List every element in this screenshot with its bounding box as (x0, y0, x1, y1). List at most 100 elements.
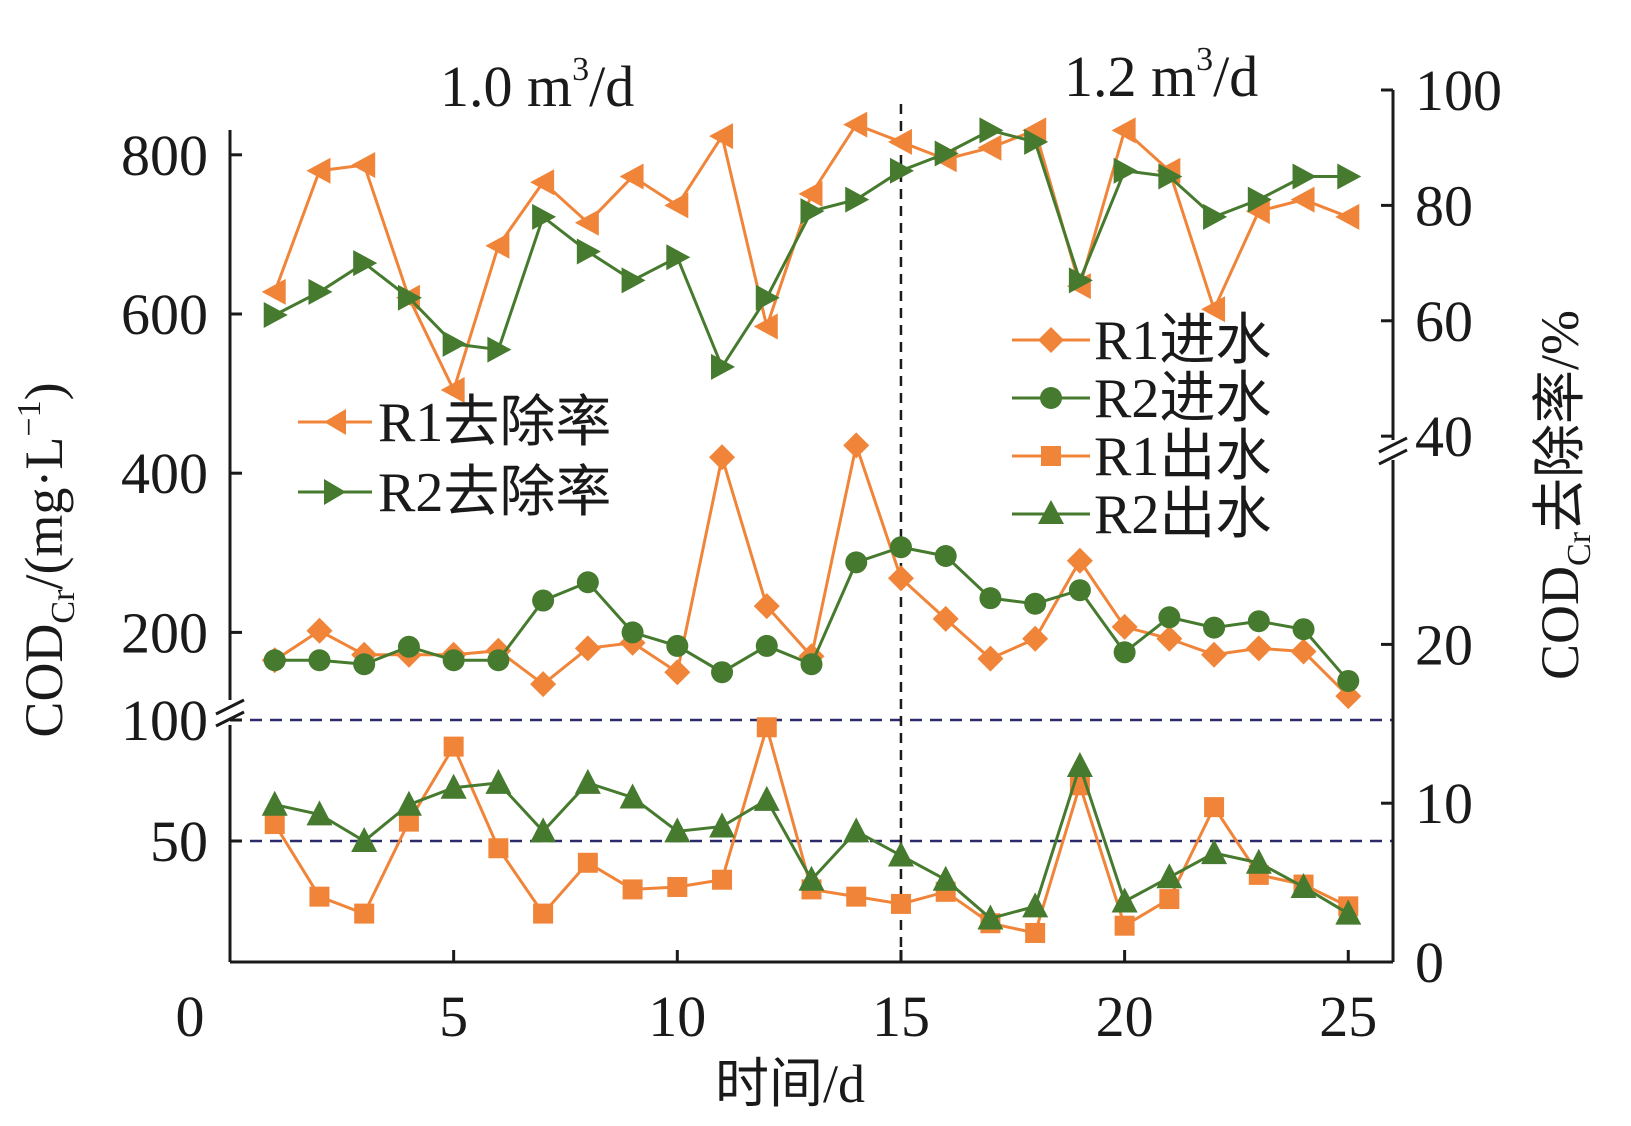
data-point (1022, 625, 1049, 652)
data-point (1203, 203, 1228, 230)
data-point (800, 198, 825, 225)
data-point (1292, 618, 1315, 641)
legend-marker-r1-removal (324, 409, 346, 435)
data-point (306, 617, 333, 644)
data-point (709, 444, 736, 471)
data-point (621, 267, 646, 294)
data-point (889, 157, 914, 184)
regime-label-1: 1.0 m3/d (440, 51, 634, 119)
data-point (574, 635, 601, 662)
data-point (1024, 592, 1047, 615)
data-point (667, 876, 688, 897)
data-point (979, 587, 1002, 610)
data-point (846, 886, 867, 907)
data-point (621, 621, 644, 644)
data-point (843, 817, 870, 843)
data-point (1113, 641, 1136, 664)
data-point (843, 432, 870, 459)
data-point (442, 649, 465, 672)
data-point (442, 330, 467, 357)
legend-removal: R1去除率 R2去除率 (298, 392, 611, 524)
data-point (1068, 579, 1091, 602)
data-point (1245, 848, 1272, 874)
data-point (932, 865, 959, 891)
right-axis-title: CODCr去除率/% (1530, 310, 1598, 680)
data-point (308, 278, 333, 305)
data-point (308, 649, 331, 672)
data-point (843, 111, 868, 138)
data-point (1158, 606, 1181, 629)
legend-marker-r1-effluent (1041, 446, 1061, 466)
data-point (264, 814, 285, 835)
legend-marker-r2-influent (1040, 387, 1062, 409)
data-point (1159, 889, 1180, 910)
data-point (1068, 267, 1093, 294)
data-point (1245, 198, 1270, 225)
right-tick-label: 60 (1415, 289, 1473, 354)
axis-break-mark (1378, 448, 1408, 466)
x-tick-label: 0 (176, 984, 205, 1049)
data-point (1201, 641, 1228, 668)
data-point (576, 238, 601, 265)
data-point (1066, 547, 1093, 574)
x-tick-label: 10 (648, 984, 706, 1049)
data-point (666, 244, 691, 271)
data-point (351, 827, 378, 852)
data-point (1201, 296, 1226, 323)
data-point (755, 634, 778, 657)
data-point (711, 661, 734, 684)
data-point (1290, 186, 1315, 213)
data-point (1203, 616, 1226, 639)
data-point (889, 536, 912, 559)
data-point (934, 140, 959, 167)
data-point (1204, 797, 1225, 818)
data-point (1156, 625, 1183, 652)
series-5 (261, 751, 1362, 930)
data-point (485, 232, 510, 259)
data-point (619, 163, 644, 190)
data-point (1113, 157, 1138, 184)
data-point (622, 879, 643, 900)
left-tick-label: 50 (150, 809, 208, 874)
legend-label-r2-influent: R2进水 (1094, 368, 1271, 430)
data-point (798, 865, 825, 891)
data-point (398, 811, 419, 832)
data-point (845, 186, 870, 213)
data-point (887, 128, 912, 155)
data-point (1024, 128, 1049, 155)
axis-break-mark (1378, 436, 1408, 454)
data-point (397, 284, 422, 311)
data-point (574, 209, 599, 236)
data-point (530, 169, 555, 196)
data-point (977, 645, 1004, 672)
data-point (711, 353, 736, 380)
data-point (664, 659, 691, 686)
right-tick-label: 100 (1415, 58, 1502, 123)
data-point (890, 893, 911, 914)
series-line (273, 721, 1349, 935)
data-point (709, 123, 734, 150)
data-point (664, 192, 689, 219)
left-tick-label: 400 (121, 441, 208, 506)
legend-label-r2-removal: R2去除率 (378, 462, 611, 524)
data-point (755, 284, 780, 311)
data-point (1245, 635, 1272, 662)
x-tick-label: 15 (872, 984, 930, 1049)
data-point (932, 605, 959, 632)
data-point (443, 736, 464, 757)
left-tick-label: 200 (121, 600, 208, 665)
data-point (351, 152, 376, 178)
data-point (619, 783, 646, 809)
regime-label-2: 1.2 m3/d (1064, 41, 1258, 109)
right-tick-label: 20 (1415, 612, 1473, 677)
x-axis-title: 时间/d (715, 1054, 865, 1114)
data-point (753, 313, 778, 340)
data-point (1066, 751, 1093, 777)
data-point (1022, 892, 1049, 918)
legend-label-r1-effluent: R1出水 (1094, 426, 1271, 488)
data-point (1111, 887, 1138, 913)
data-point (487, 336, 512, 363)
right-tick-label: 10 (1415, 771, 1473, 836)
data-point (263, 649, 286, 672)
data-point (709, 812, 736, 838)
